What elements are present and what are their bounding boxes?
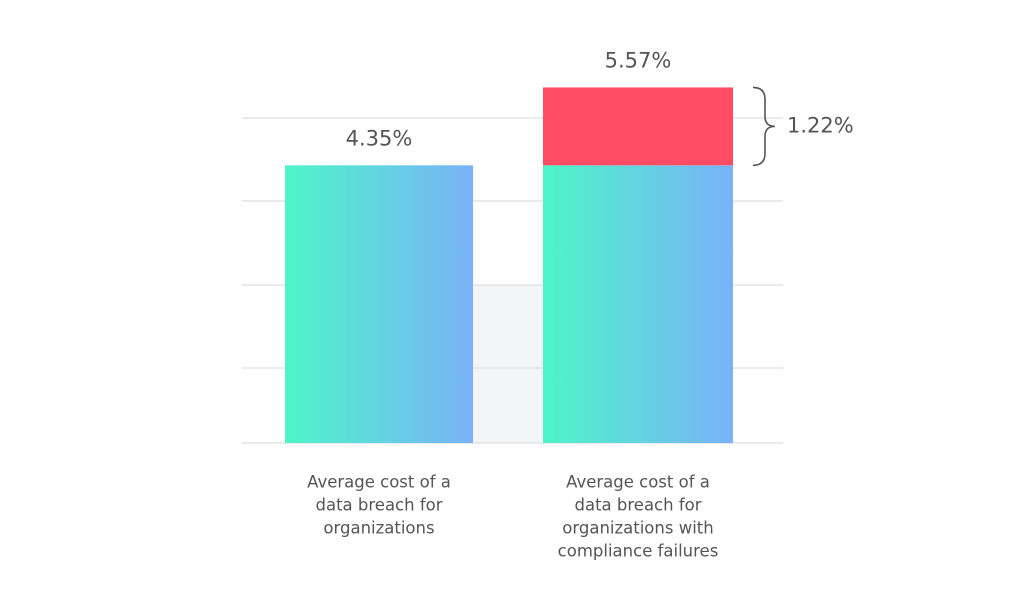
background-panel	[473, 285, 543, 443]
category-label: data breach for	[574, 496, 701, 515]
bar-segment	[543, 87, 733, 166]
total-label: 4.35%	[346, 126, 413, 150]
total-label: 5.57%	[605, 48, 672, 72]
segment-label: 1.22%	[787, 113, 854, 137]
bar-segment	[285, 165, 473, 443]
category-label: data breach for	[315, 496, 442, 515]
bracket	[752, 86, 776, 167]
bar-segment	[543, 165, 733, 443]
category-label: organizations with	[562, 519, 713, 538]
category-label: organizations	[323, 519, 434, 538]
category-label: Average cost of a	[566, 473, 710, 492]
category-label: Average cost of a	[307, 473, 451, 492]
category-label: compliance failures	[558, 542, 719, 561]
